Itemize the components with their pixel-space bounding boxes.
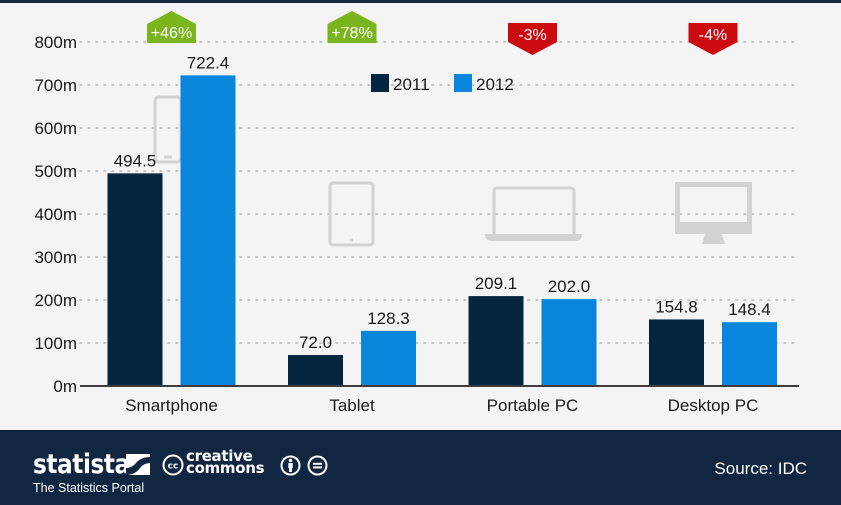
- value-label: 154.8: [655, 297, 698, 316]
- value-label: 148.4: [728, 300, 771, 319]
- change-badge: +46%: [147, 11, 196, 43]
- arrow-down-badge-icon: [508, 23, 557, 55]
- y-tick-label: 800m: [34, 33, 77, 52]
- bar-2012-portable-pc: [541, 299, 597, 386]
- bar-2011-desktop-pc: [649, 319, 704, 386]
- footer: statista The Statistics Portal cc creati…: [0, 430, 841, 505]
- y-tick-label: 600m: [34, 119, 77, 138]
- smartphone-icon: [153, 95, 183, 164]
- arrow-up-badge-icon: [327, 11, 377, 43]
- bar-2012-tablet: [361, 330, 416, 386]
- y-tick-label: 200m: [34, 291, 77, 310]
- value-label: 202.0: [548, 277, 591, 296]
- value-labels: 494.5 72.0 209.1 154.8 722.4 128.3 202.0 148.4: [114, 53, 771, 352]
- attribution-icon[interactable]: [280, 455, 301, 476]
- value-label: 209.1: [475, 274, 518, 293]
- x-tick-label: Desktop PC: [668, 396, 759, 415]
- change-badge-text: -4%: [699, 27, 727, 44]
- arrow-down-badge-icon: [688, 23, 738, 55]
- cc-icon[interactable]: cc: [162, 454, 184, 476]
- cc-line-2: commons: [186, 459, 265, 477]
- svg-text:cc: cc: [168, 462, 179, 472]
- source-label: Source: IDC: [714, 459, 807, 478]
- statista-tagline: The Statistics Portal: [33, 481, 145, 495]
- change-badge-text: +78%: [331, 25, 372, 42]
- value-label: 722.4: [187, 53, 230, 72]
- statista-logo-icon[interactable]: [126, 454, 150, 475]
- bar-2012-smartphone: [180, 75, 236, 387]
- cc-line-1: creative: [186, 447, 253, 465]
- change-badge: -4%: [688, 23, 738, 55]
- x-axis-ticks: Smartphone Tablet Portable PC Desktop PC: [125, 396, 758, 415]
- y-tick-label: 100m: [34, 334, 77, 353]
- arrow-up-badge-icon: [147, 11, 196, 43]
- laptop-base: [485, 234, 582, 241]
- desktop-monitor-icon: [675, 182, 752, 244]
- legend-swatch-2012: [454, 74, 472, 92]
- bar-2011-portable-pc: [468, 296, 524, 386]
- bar-chart: 0m 100m 200m 300m 400m 500m 600m 700m 800m 494.5…: [34, 11, 800, 415]
- legend-swatch-2011: [371, 74, 389, 92]
- x-tick-label: Portable PC: [487, 396, 579, 415]
- bar-2011-smartphone: [107, 173, 163, 386]
- monitor-screen: [675, 182, 752, 234]
- value-label: 72.0: [299, 333, 332, 352]
- x-tick-label: Tablet: [329, 396, 375, 415]
- change-badge-text: -3%: [518, 27, 546, 44]
- bar-2011-tablet: [288, 355, 343, 386]
- change-badge-text: +46%: [151, 25, 192, 42]
- tablet-icon: [328, 181, 375, 247]
- y-tick-label: 500m: [34, 162, 77, 181]
- y-tick-label: 0m: [53, 377, 77, 396]
- change-badge: -3%: [508, 23, 557, 55]
- x-tick-label: Smartphone: [125, 396, 218, 415]
- bar-2012-desktop-pc: [722, 322, 777, 386]
- y-tick-label: 700m: [34, 76, 77, 95]
- change-badge: +78%: [327, 11, 377, 43]
- phone-body: [153, 95, 183, 164]
- no-derivatives-icon[interactable]: [307, 455, 328, 476]
- category-icons: [153, 95, 752, 247]
- tablet-body: [328, 181, 375, 247]
- bars: [107, 75, 777, 387]
- laptop-icon: [485, 186, 582, 241]
- laptop-screen: [492, 186, 576, 238]
- change-badges: +46% +78% -3% -4%: [147, 11, 738, 55]
- legend-label: 2011: [393, 75, 430, 94]
- top-band: [0, 0, 841, 3]
- creative-commons-text[interactable]: creative commons: [186, 447, 265, 477]
- y-axis-ticks: 0m 100m 200m 300m 400m 500m 600m 700m 800m: [34, 33, 77, 396]
- legend-label: 2012: [476, 75, 514, 94]
- legend: 2011 2012: [371, 74, 514, 94]
- y-tick-label: 300m: [34, 248, 77, 267]
- monitor-stand: [702, 234, 725, 244]
- tablet-home-button: [350, 238, 353, 242]
- value-label: 494.5: [114, 151, 157, 170]
- value-label: 128.3: [367, 309, 410, 328]
- statista-logo-text[interactable]: statista: [33, 449, 130, 480]
- y-tick-label: 400m: [34, 205, 77, 224]
